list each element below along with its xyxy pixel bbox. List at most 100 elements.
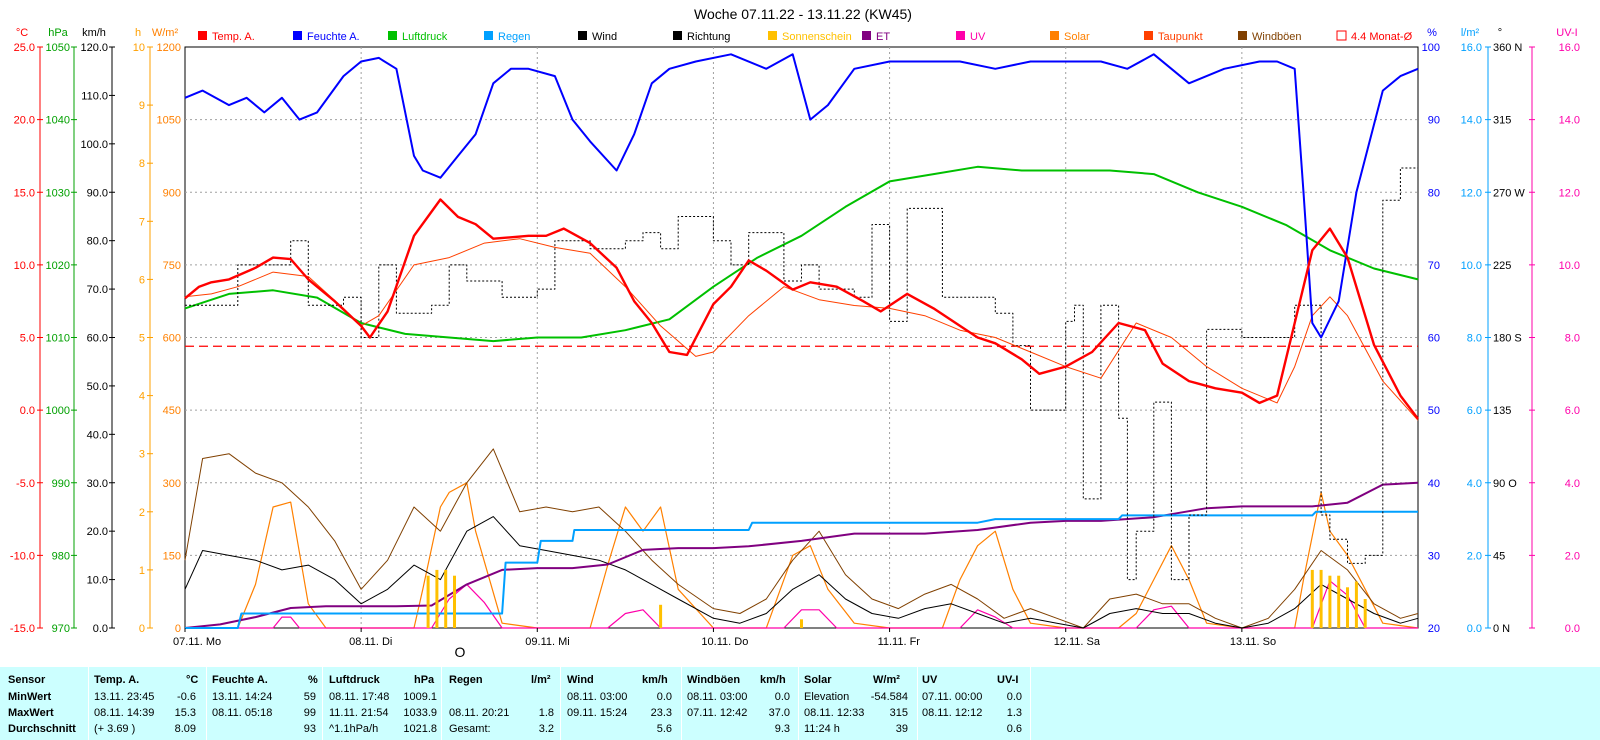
- humidity-tick-label: 90: [1428, 115, 1440, 127]
- wind-tick-label: 60.0: [87, 333, 108, 345]
- humidity-axis-unit: %: [1427, 27, 1437, 39]
- pressure-tick-label: 980: [52, 550, 70, 562]
- legend-swatch: [293, 31, 302, 40]
- stats-solar-elevation-label: Elevation: [804, 691, 850, 703]
- pressure-axis-unit: hPa: [48, 27, 68, 39]
- legend-label: ET: [876, 31, 890, 43]
- rain-tick-label: 14.0: [1461, 115, 1482, 127]
- solar-tick-label: 300: [163, 478, 181, 490]
- wind-tick-label: 40.0: [87, 429, 108, 441]
- stats-gusts-max-time: 07.11. 12:42: [687, 707, 748, 719]
- stats-unit-rain: l/m²: [531, 674, 551, 686]
- stats-wind-max-time: 09.11. 15:24: [567, 707, 628, 719]
- stats-gusts-min-time: 08.11. 03:00: [687, 691, 748, 703]
- sunshine-tick-label: 5: [139, 333, 145, 345]
- sunshine-tick-label: 0: [139, 623, 145, 635]
- uv-tick-label: 8.0: [1565, 333, 1580, 345]
- stats-pressure-avg-note: ^1.1hPa/h: [329, 723, 379, 735]
- weather-chart: Woche 07.11.22 - 13.11.22 (KW45) Temp. A…: [10, 6, 1580, 660]
- legend-label: Richtung: [687, 31, 730, 43]
- stats-temp-max-time: 08.11. 14:39: [94, 707, 155, 719]
- direction-tick-label: 90 O: [1493, 478, 1517, 490]
- stats-header-temp: Temp. A.: [94, 674, 140, 686]
- stats-header-solar: Solar: [804, 674, 832, 686]
- legend-swatch: [673, 31, 682, 40]
- series-uv: [185, 580, 1418, 629]
- temp-tick-label: -15.0: [10, 623, 35, 635]
- series-group: [184, 53, 1419, 629]
- pressure-tick-label: 1000: [46, 405, 70, 417]
- humidity-tick-label: 60: [1428, 333, 1440, 345]
- series-richtung: [185, 167, 1418, 581]
- stats-header-humidity: Feuchte A.: [212, 674, 268, 686]
- direction-tick-label: 0 N: [1493, 623, 1510, 635]
- temp-tick-label: 5.0: [20, 333, 35, 345]
- stats-uv-min-time: 07.11. 00:00: [922, 691, 983, 703]
- day-label: 12.11. Sa: [1054, 636, 1101, 648]
- temp-tick-label: 25.0: [14, 42, 35, 54]
- pressure-tick-label: 970: [52, 623, 70, 635]
- legend-swatch: [198, 31, 207, 40]
- stats-solar-max-time: 08.11. 12:33: [804, 707, 865, 719]
- day-label: 13.11. So: [1230, 636, 1276, 648]
- legend: Temp. A. Feuchte A. Luftdruck Regen Wind Rich…: [198, 30, 1413, 43]
- humidity-tick-label: 30: [1428, 550, 1440, 562]
- stats-unit-humidity: %: [308, 674, 318, 686]
- temp-tick-label: 15.0: [14, 187, 35, 199]
- temp-tick-label: -5.0: [16, 478, 35, 490]
- stats-uv-max-time: 08.11. 12:12: [922, 707, 983, 719]
- legend-label: 4.4 Monat-Ø: [1351, 31, 1413, 43]
- sunshine-bar: [426, 575, 430, 628]
- uv-tick-label: 4.0: [1565, 478, 1580, 490]
- x-axis-labels: 07.11. Mo 08.11. Di 09.11. Mi 10.11. Do 11.1…: [173, 628, 1276, 648]
- stats-temp-min-value: -0.6: [177, 691, 196, 703]
- stats-table: Sensor MinWert MaxWert Durchschnitt Temp…: [0, 667, 1600, 740]
- uv-tick-label: 14.0: [1559, 115, 1580, 127]
- stats-solar-elevation-value: -54.584: [870, 691, 908, 703]
- uv-axis-unit: UV-I: [1556, 27, 1577, 39]
- sunshine-bar: [1363, 599, 1367, 628]
- series-wind: [184, 516, 1419, 629]
- direction-tick-label: 360 N: [1493, 42, 1522, 54]
- legend-swatch: [388, 31, 397, 40]
- temp-tick-label: 10.0: [14, 260, 35, 272]
- solar-tick-label: 450: [163, 405, 181, 417]
- stats-pressure-min-time: 08.11. 17:48: [329, 691, 390, 703]
- sunshine-bar: [800, 619, 803, 628]
- direction-tick-label: 270 W: [1493, 187, 1525, 199]
- direction-tick-label: 225: [1493, 260, 1511, 272]
- series-regen: [185, 510, 1418, 629]
- legend-swatch: [1336, 30, 1347, 41]
- humidity-tick-label: 70: [1428, 260, 1440, 272]
- stats-label-avg: Durchschnitt: [8, 723, 76, 735]
- stats-label-min: MinWert: [8, 691, 52, 703]
- stats-rain-total-label: Gesamt:: [449, 723, 491, 735]
- legend-label: Sonnenschein: [782, 31, 852, 43]
- pressure-tick-label: 1020: [46, 260, 70, 272]
- stats-solar-avg-value: 39: [895, 723, 908, 735]
- direction-tick-label: 315: [1493, 115, 1511, 127]
- sunshine-bar: [1310, 569, 1314, 628]
- day-label: 08.11. Di: [349, 636, 392, 648]
- stats-uv-max-value: 1.3: [1006, 707, 1022, 719]
- uv-tick-label: 2.0: [1565, 550, 1580, 562]
- legend-label: Luftdruck: [402, 31, 448, 43]
- stats-temp-max-value: 15.3: [174, 707, 196, 719]
- humidity-tick-label: 100: [1422, 42, 1440, 54]
- series-windb-en: [184, 448, 1419, 629]
- stats-wind-max-value: 23.3: [650, 707, 672, 719]
- rain-tick-label: 0.0: [1467, 623, 1482, 635]
- wind-tick-label: 70.0: [87, 284, 108, 296]
- direction-tick-label: 45: [1493, 550, 1505, 562]
- uv-tick-label: 16.0: [1559, 42, 1580, 54]
- temp-tick-label: -10.0: [10, 550, 35, 562]
- rain-tick-label: 12.0: [1461, 187, 1482, 199]
- humidity-tick-label: 80: [1428, 187, 1440, 199]
- sunshine-tick-label: 2: [139, 507, 145, 519]
- stats-header-wind: Wind: [567, 674, 594, 686]
- stats-temp-avg-note: (+ 3.69 ): [94, 723, 136, 735]
- stats-uv-avg-value: 0.6: [1006, 723, 1022, 735]
- temp-tick-label: 0.0: [20, 405, 35, 417]
- sunshine-bar: [659, 604, 663, 628]
- humidity-tick-label: 20: [1428, 623, 1440, 635]
